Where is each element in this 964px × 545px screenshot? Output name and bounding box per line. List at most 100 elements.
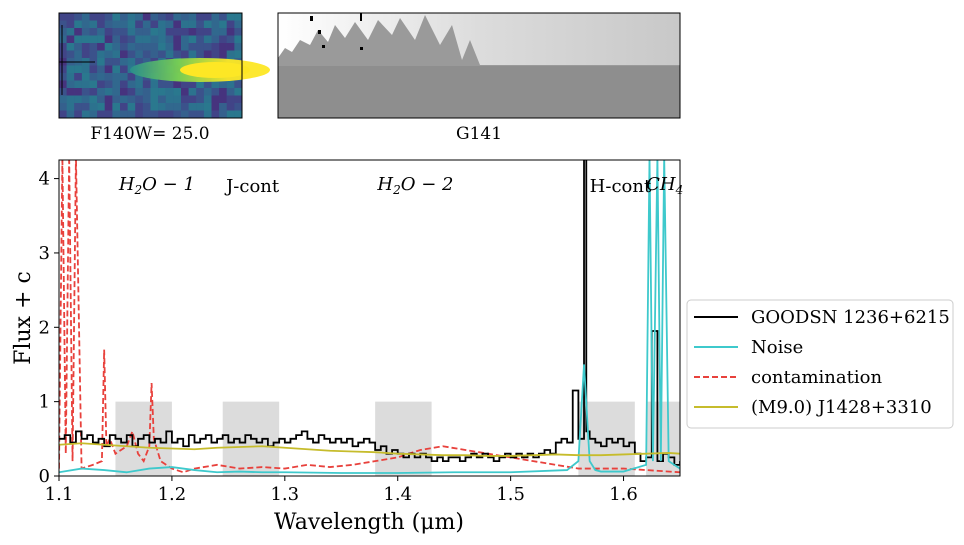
image-pixel	[142, 80, 151, 89]
image-pixel	[188, 35, 197, 44]
x-axis-ticks: 1.1 1.2 1.3 1.4 1.5 1.6	[45, 476, 638, 505]
image-pixel	[196, 110, 204, 119]
image-pixel	[196, 88, 204, 96]
image-pixel	[188, 110, 197, 119]
image-pixel	[104, 103, 113, 111]
image-pixel	[89, 110, 98, 119]
image-pixel	[203, 103, 212, 111]
image-pixel	[89, 50, 98, 59]
image-pixel	[196, 35, 204, 44]
image-pixel	[66, 65, 75, 74]
image-pixel	[74, 65, 82, 74]
image-pixel	[59, 110, 67, 119]
grism-panel: G141	[277, 12, 681, 144]
image-pixel	[112, 88, 121, 96]
image-pixel	[150, 110, 159, 119]
image-pixel	[211, 13, 220, 21]
image-pixel	[203, 80, 212, 89]
image-pixel	[97, 50, 105, 59]
image-pixel	[81, 103, 90, 111]
image-pixel	[120, 88, 128, 96]
image-pixel	[188, 95, 197, 104]
image-pixel	[226, 103, 235, 111]
image-pixel	[59, 65, 67, 74]
image-pixel	[104, 80, 113, 89]
image-pixel	[112, 50, 121, 59]
image-pixel	[135, 73, 143, 81]
image-pixel	[142, 58, 151, 66]
x-tick-label: 1.3	[270, 484, 299, 505]
image-pixel	[219, 50, 227, 59]
image-pixel	[181, 50, 189, 59]
image-pixel	[226, 110, 235, 119]
image-pixel	[97, 103, 105, 111]
image-pixel	[219, 110, 227, 119]
image-pixel	[234, 95, 243, 104]
image-pixel	[104, 58, 113, 66]
image-pixel	[158, 80, 166, 89]
image-pixel	[74, 88, 82, 96]
image-pixel	[74, 20, 82, 29]
image-pixel	[150, 50, 159, 59]
image-pixel	[165, 110, 174, 119]
series-line	[59, 160, 680, 474]
image-pixel	[120, 103, 128, 111]
band-label: CH4	[646, 174, 683, 197]
image-pixel	[173, 13, 182, 21]
image-pixel	[188, 20, 197, 29]
image-pixel	[219, 43, 227, 51]
image-pixel	[66, 95, 75, 104]
image-pixel	[59, 50, 67, 59]
image-pixel	[104, 43, 113, 51]
image-pixel	[97, 73, 105, 81]
image-pixel	[97, 35, 105, 44]
image-pixel	[203, 13, 212, 21]
image-pixel	[74, 28, 82, 36]
image-pixel	[165, 80, 174, 89]
image-pixel	[66, 80, 75, 89]
image-pixel	[188, 103, 197, 111]
image-pixel	[120, 13, 128, 21]
image-pixel	[127, 20, 136, 29]
image-pixel	[150, 20, 159, 29]
image-pixel	[142, 13, 151, 21]
image-pixel	[142, 88, 151, 96]
image-pixel	[150, 103, 159, 111]
image-pixel	[66, 50, 75, 59]
x-tick-label: 1.4	[383, 484, 412, 505]
image-pixel	[89, 73, 98, 81]
image-pixel	[135, 95, 143, 104]
image-pixel	[181, 88, 189, 96]
image-pixel	[74, 73, 82, 81]
image-pixel	[135, 58, 143, 66]
y-axis-label: Flux + c	[11, 271, 36, 365]
image-pixel	[158, 50, 166, 59]
image-pixel	[104, 110, 113, 119]
image-pixel	[226, 35, 235, 44]
image-pixel	[196, 13, 204, 21]
image-pixel	[97, 58, 105, 66]
image-pixel	[226, 13, 235, 21]
image-pixel	[203, 35, 212, 44]
series-line	[59, 442, 680, 457]
image-pixel	[104, 95, 113, 104]
image-pixel	[112, 103, 121, 111]
image-pixel	[66, 43, 75, 51]
band-label: J-cont	[224, 176, 280, 197]
image-pixel	[165, 13, 174, 21]
image-pixel	[59, 103, 67, 111]
image-pixel	[127, 73, 136, 81]
image-pixel	[66, 20, 75, 29]
image-pixel	[120, 28, 128, 36]
image-pixel	[81, 35, 90, 44]
legend: GOODSN 1236+6215 Noise contamination (M9.0)…	[686, 299, 954, 429]
image-pixel	[89, 35, 98, 44]
image-pixel	[112, 43, 121, 51]
image-pixel	[104, 35, 113, 44]
image-pixel	[188, 43, 197, 51]
image-pixel	[120, 73, 128, 81]
legend-label: GOODSN 1236+6215	[751, 307, 950, 328]
image-pixel	[234, 20, 243, 29]
image-pixel	[150, 13, 159, 21]
